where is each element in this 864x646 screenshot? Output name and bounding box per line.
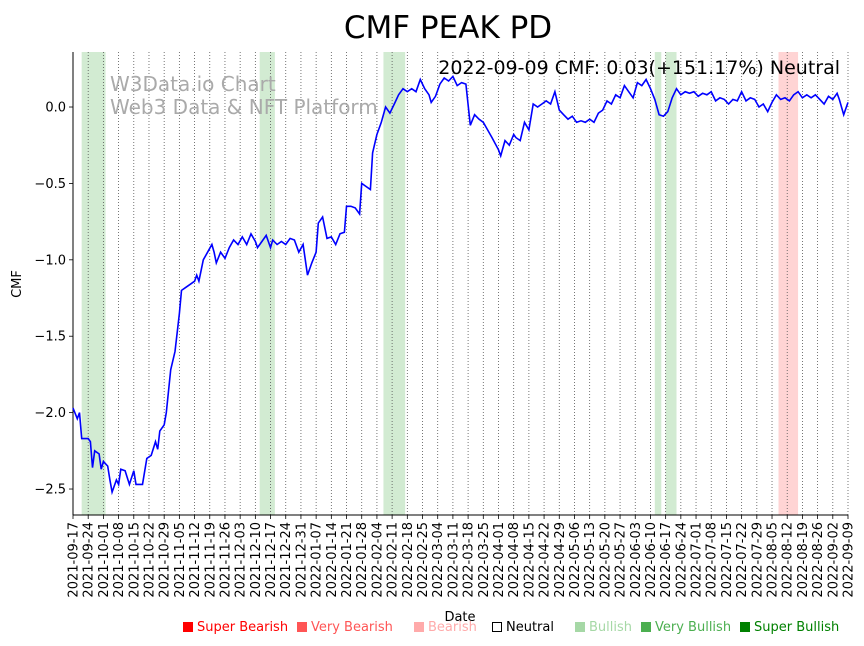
x-tick-label: 2022-04-08 (507, 522, 522, 598)
x-tick-label: 2021-12-10 (249, 522, 264, 598)
x-tick-label: 2022-03-18 (462, 522, 477, 598)
x-tick-label: 2022-06-24 (674, 522, 689, 598)
legend-swatch (641, 622, 651, 632)
y-tick-label: 0.0 (45, 101, 66, 116)
x-tick-label: 2022-04-29 (553, 522, 568, 598)
x-tick-label: 2021-10-01 (97, 522, 112, 598)
x-tick-label: 2021-12-03 (234, 522, 249, 598)
x-tick-label: 2022-01-28 (355, 522, 370, 598)
legend-item-very-bearish: Very Bearish (297, 620, 393, 635)
legend-swatch (740, 622, 750, 632)
x-tick-label: 2022-05-20 (598, 522, 613, 598)
legend: Super Bearish Very Bearish Bearish Neutral B… (0, 620, 864, 640)
x-tick-label: 2022-05-27 (614, 522, 629, 598)
x-tick-label: 2022-03-04 (431, 522, 446, 598)
x-tick-label: 2022-05-13 (583, 522, 598, 598)
x-tick-label: 2022-09-02 (826, 522, 841, 598)
shaded-region-bullish (665, 52, 677, 515)
x-tick-label: 2021-09-17 (67, 522, 82, 598)
x-tick-label: 2022-07-08 (705, 522, 720, 598)
x-tick-label: 2022-07-29 (750, 522, 765, 598)
x-tick-label: 2022-07-15 (720, 522, 735, 598)
y-tick-label: −2.5 (34, 483, 66, 498)
shaded-region-bullish (259, 52, 275, 515)
legend-label: Very Bearish (311, 620, 393, 635)
x-tick-label: 2022-05-06 (568, 522, 583, 598)
x-tick-label: 2022-01-21 (340, 522, 355, 598)
legend-label: Bearish (428, 620, 477, 635)
shaded-region-bullish (81, 52, 106, 515)
x-tick-label: 2022-04-22 (538, 522, 553, 598)
x-axis-label: Date (444, 610, 475, 625)
axes (72, 52, 848, 516)
cmf-series-line (72, 74, 849, 496)
watermark-line-2: Web3 Data & NFT Platform (110, 95, 378, 119)
x-tick-label: 2022-07-01 (690, 522, 705, 598)
legend-label: Super Bearish (197, 620, 289, 635)
legend-item-neutral: Neutral (492, 620, 554, 635)
x-tick-label: 2022-02-04 (370, 522, 385, 598)
chart-title: CMF PEAK PD (344, 10, 552, 46)
x-tick-label: 2022-08-12 (781, 522, 796, 598)
x-tick-label: 2021-12-31 (294, 522, 309, 598)
vertical-grid (72, 52, 849, 515)
legend-item-bullish: Bullish (575, 620, 632, 635)
shaded-regions (81, 52, 799, 515)
legend-label: Neutral (506, 620, 554, 635)
x-tick-label: 2022-06-03 (629, 522, 644, 598)
y-axis-label: CMF (10, 270, 25, 298)
y-tick-label: −1.0 (34, 253, 66, 268)
x-tick-label: 2021-10-22 (142, 522, 157, 598)
legend-label: Very Bullish (655, 620, 732, 635)
legend-swatch (492, 622, 502, 632)
x-tick-label: 2022-06-10 (644, 522, 659, 598)
x-tick-label: 2022-04-01 (492, 522, 507, 598)
x-tick-label: 2021-09-24 (82, 522, 97, 598)
y-ticks: 0.0 −0.5 −1.0 −1.5 −2.0 −2.5 (34, 101, 73, 498)
legend-item-bearish: Bearish (414, 620, 477, 635)
y-tick-label: −1.5 (34, 330, 66, 345)
x-tick-label: 2022-09-09 (842, 522, 857, 598)
x-tick-label: 2022-01-14 (325, 522, 340, 598)
x-tick-label: 2021-10-15 (127, 522, 142, 598)
x-tick-label: 2021-11-12 (188, 522, 203, 598)
shaded-region-bullish (654, 52, 662, 515)
x-tick-label: 2022-03-25 (477, 522, 492, 598)
x-tick-label: 2022-03-11 (446, 522, 461, 598)
legend-item-super-bearish: Super Bearish (183, 620, 288, 635)
legend-swatch (414, 622, 424, 632)
legend-swatch (183, 622, 193, 632)
x-tick-label: 2021-10-08 (112, 522, 127, 598)
x-ticks: 2021-09-17 2021-09-24 2021-10-01 2021-10-08… (67, 515, 857, 598)
x-tick-label: 2021-11-05 (173, 522, 188, 598)
x-tick-label: 2022-08-05 (766, 522, 781, 598)
legend-item-very-bullish: Very Bullish (641, 620, 731, 635)
legend-swatch (297, 622, 307, 632)
x-tick-label: 2021-11-19 (203, 522, 218, 598)
y-tick-label: −2.0 (34, 406, 66, 421)
shaded-region-bullish (383, 52, 406, 515)
y-tick-label: −0.5 (34, 177, 66, 192)
x-tick-label: 2022-02-25 (416, 522, 431, 598)
legend-label: Bullish (589, 620, 633, 635)
x-tick-label: 2022-08-19 (796, 522, 811, 598)
x-tick-label: 2021-12-17 (264, 522, 279, 598)
x-tick-label: 2021-11-26 (218, 522, 233, 598)
x-tick-label: 2022-04-15 (522, 522, 537, 598)
x-tick-label: 2022-08-26 (811, 522, 826, 598)
legend-swatch (575, 622, 585, 632)
x-tick-label: 2022-07-22 (735, 522, 750, 598)
x-tick-label: 2022-06-17 (659, 522, 674, 598)
x-tick-label: 2021-12-24 (279, 522, 294, 598)
legend-label: Super Bullish (754, 620, 840, 635)
watermark-line-1: W3Data.io Chart (110, 72, 276, 96)
latest-value-annotation: 2022-09-09 CMF: 0.03(+151.17%) Neutral (438, 57, 840, 79)
x-tick-label: 2022-02-11 (386, 522, 401, 598)
legend-item-super-bullish: Super Bullish (740, 620, 839, 635)
x-tick-label: 2021-10-29 (158, 522, 173, 598)
x-tick-label: 2022-02-18 (401, 522, 416, 598)
x-tick-label: 2022-01-07 (310, 522, 325, 598)
shaded-region-bearish (778, 52, 799, 515)
